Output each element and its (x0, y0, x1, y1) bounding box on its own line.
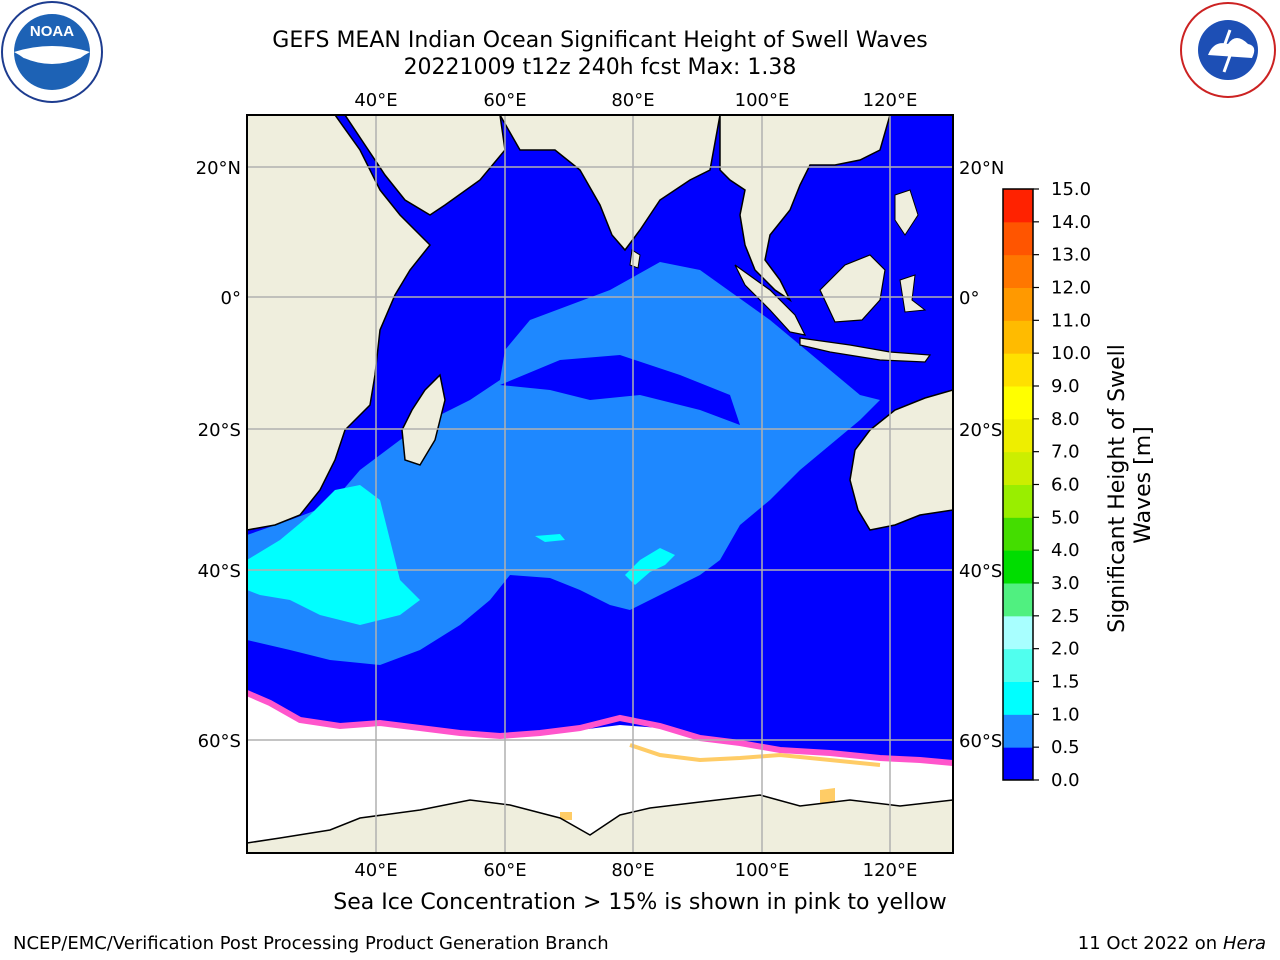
java-land (799, 337, 932, 363)
colorbar-tick-label: 3.0 (1051, 573, 1080, 594)
antarctica-land (247, 794, 953, 853)
colorbar-tick-label: 0.5 (1051, 737, 1080, 758)
india-land (499, 115, 721, 252)
colorbar-tick-label: 2.5 (1051, 606, 1080, 627)
colorbar-tick-label: 13.0 (1051, 245, 1091, 266)
colorbar-tick-label: 12.0 (1051, 278, 1091, 299)
colorbar-tick-label: 10.0 (1051, 343, 1091, 364)
colorbar-swatch (1003, 681, 1033, 715)
chart-title: GEFS MEAN Indian Ocean Significant Heigh… (272, 28, 928, 53)
lon-tick-top: 60°E (483, 90, 526, 111)
noaa-logo-icon: NOAA (1, 1, 103, 103)
colorbar-swatch (1003, 747, 1033, 781)
colorbar-swatch (1003, 353, 1033, 387)
map-area (247, 115, 953, 853)
colorbar-swatch (1003, 320, 1033, 354)
lon-tick-bottom: 60°E (483, 860, 526, 881)
lat-tick-right: 60°S (959, 731, 1002, 752)
lon-tick-bottom: 40°E (354, 860, 397, 881)
colorbar-swatch (1003, 648, 1033, 682)
lon-tick-top: 100°E (735, 90, 790, 111)
colorbar (1002, 188, 1034, 781)
lat-tick-left: 20°N (196, 158, 241, 179)
footer-date: 11 Oct 2022 on Hera (1077, 933, 1266, 954)
colorbar-tick-label: 1.5 (1051, 672, 1080, 693)
colorbar-swatch (1003, 484, 1033, 518)
colorbar-swatch (1003, 550, 1033, 584)
lat-tick-right: 20°N (959, 158, 1004, 179)
swell-zone-medium (247, 262, 880, 665)
sea-ice-edge-yellow (629, 743, 881, 767)
lon-tick-top: 40°E (354, 90, 397, 111)
colorbar-swatch (1003, 254, 1033, 288)
lat-tick-left: 20°S (198, 420, 241, 441)
map-frame (246, 114, 954, 854)
colorbar-label: Significant Height of Swell Waves [m] (1105, 337, 1156, 633)
nws-logo-icon (1180, 2, 1276, 98)
madagascar-land (401, 373, 446, 466)
colorbar-tick-label: 5.0 (1051, 507, 1080, 528)
colorbar-swatch (1003, 221, 1033, 256)
colorbar-swatch (1003, 386, 1033, 420)
philippines-land (894, 189, 919, 236)
colorbar-swatch (1003, 714, 1033, 748)
lon-tick-bottom: 100°E (735, 860, 790, 881)
lon-tick-top: 80°E (611, 90, 654, 111)
colorbar-tick-label: 14.0 (1051, 212, 1091, 233)
colorbar-tick-label: 15.0 (1051, 179, 1091, 200)
lat-tick-right: 0° (959, 288, 979, 309)
colorbar-tick-label: 2.0 (1051, 639, 1080, 660)
colorbar-swatch (1003, 451, 1033, 485)
colorbar-swatch (1003, 583, 1033, 617)
borneo-land (819, 254, 886, 323)
sumatra-land (734, 264, 807, 336)
noaa-logo-text: NOAA (30, 23, 74, 40)
colorbar-tick-label: 11.0 (1051, 310, 1091, 331)
colorbar-swatch (1003, 615, 1033, 650)
lat-tick-right: 20°S (959, 420, 1002, 441)
colorbar-swatch (1003, 517, 1033, 551)
caption: Sea Ice Concentration > 15% is shown in … (333, 890, 947, 915)
arabia-land (344, 115, 506, 216)
colorbar-tick-label: 0.0 (1051, 770, 1080, 791)
colorbar-tick-label: 9.0 (1051, 376, 1080, 397)
lon-tick-bottom: 80°E (611, 860, 654, 881)
colorbar-swatch (1003, 287, 1033, 321)
colorbar-swatch (1003, 418, 1033, 453)
colorbar-tick-label: 8.0 (1051, 409, 1080, 430)
colorbar-swatch (1003, 189, 1033, 223)
lon-tick-bottom: 120°E (863, 860, 918, 881)
lat-tick-right: 40°S (959, 561, 1002, 582)
colorbar-ticks: 0.0 0.5 1.0 1.5 2.0 2.5 3.0 4.0 5.0 6.0 7.0 8.0 9.0 1… (1033, 179, 1091, 791)
colorbar-tick-label: 6.0 (1051, 475, 1080, 496)
colorbar-tick-label: 1.0 (1051, 704, 1080, 725)
sea-ice-edge-pink (247, 690, 953, 766)
colorbar-tick-label: 7.0 (1051, 442, 1080, 463)
sulawesi-land (899, 274, 927, 313)
chart-subtitle: 20221009 t12z 240h fcst Max: 1.38 (403, 55, 797, 80)
colorbar-tick-label: 4.0 (1051, 540, 1080, 561)
footer-credit: NCEP/EMC/Verification Post Processing Pr… (13, 933, 609, 954)
map-gridlines (247, 115, 953, 853)
australia-land (849, 389, 953, 531)
lon-tick-top: 120°E (863, 90, 918, 111)
swell-zone-low-pocket (500, 355, 740, 425)
lat-tick-left: 60°S (198, 731, 241, 752)
lat-tick-left: 40°S (198, 561, 241, 582)
lat-tick-left: 0° (221, 288, 241, 309)
